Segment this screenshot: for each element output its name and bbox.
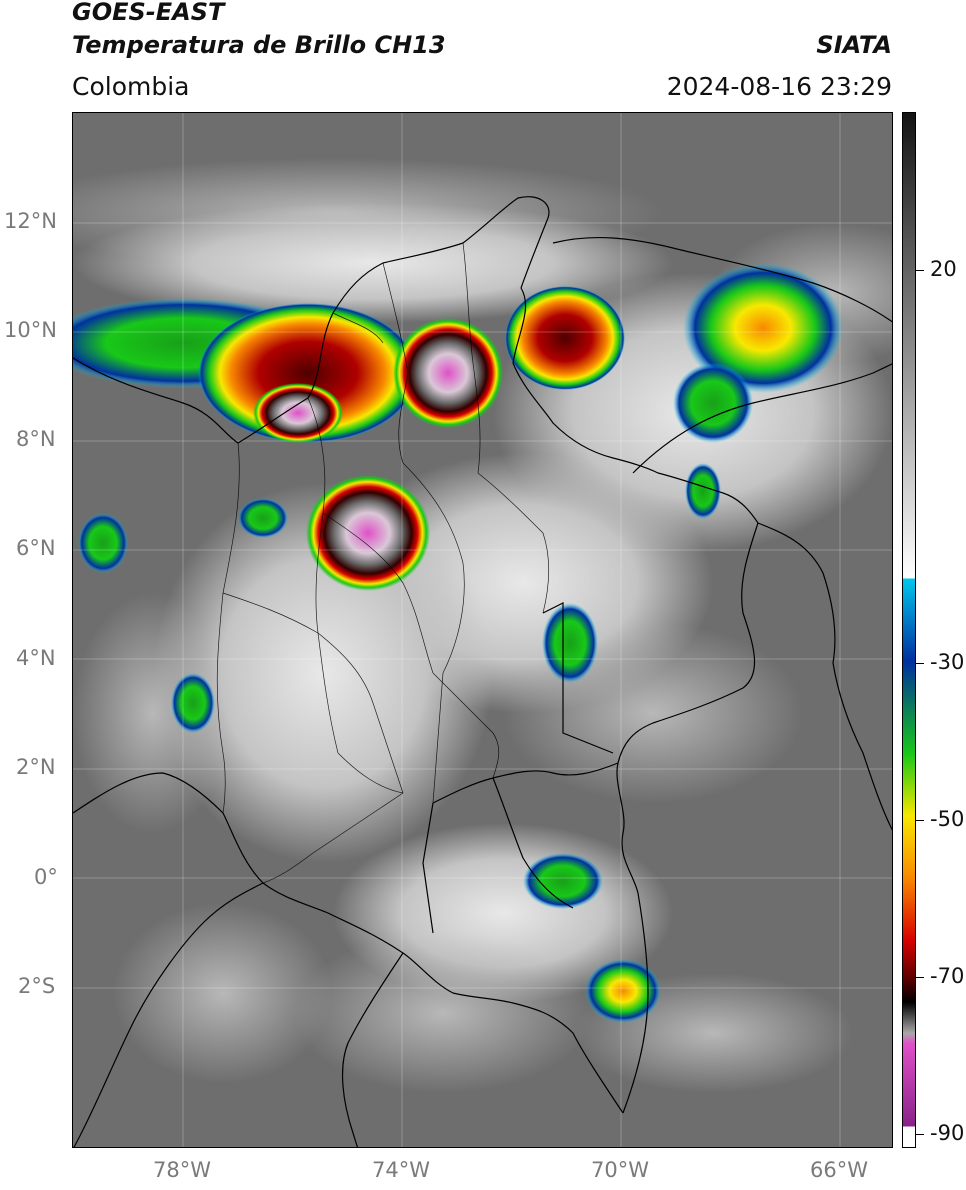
cluster-northern-colombia: [198, 303, 418, 443]
country-borders: [73, 196, 892, 1147]
lat-label-10n: 10°N: [4, 318, 57, 342]
cluster-vichada: [542, 603, 598, 683]
lat-label-2s: 2°S: [18, 974, 56, 998]
lat-label-0: 0°: [34, 865, 58, 889]
cluster-northern-colombia-core: [253, 383, 343, 443]
convective-clusters: [73, 263, 843, 1023]
lon-label-78w: 78°W: [153, 1158, 211, 1182]
satellite-map: [72, 112, 893, 1148]
cluster-antioquia-west: [238, 498, 288, 538]
colorbar-label-minus30: -30: [930, 650, 965, 674]
colorbar-tick: [916, 820, 924, 821]
product-title: Temperatura de Brillo CH13: [72, 31, 446, 59]
lon-label-70w: 70°W: [591, 1158, 649, 1182]
temperature-colorbar: [902, 112, 916, 1148]
region-label: Colombia: [72, 72, 190, 101]
cluster-pacific-coast: [171, 673, 215, 733]
cluster-venezuela-south: [673, 363, 753, 443]
lat-label-4n: 4°N: [16, 646, 56, 670]
satellite-title: GOES-EAST: [72, 0, 225, 26]
cluster-maracaibo: [505, 286, 625, 390]
map-canvas: [73, 113, 892, 1147]
datetime-label: 2024-08-16 23:29: [666, 72, 892, 101]
cluster-caqueta: [523, 853, 603, 909]
organization-label: SIATA: [816, 31, 892, 59]
cluster-orinoco: [685, 463, 721, 519]
cluster-venezuela-north: [683, 263, 843, 393]
lat-label-6n: 6°N: [16, 536, 56, 560]
colorbar-tick: [916, 977, 924, 978]
colorbar-tick: [916, 1134, 924, 1135]
colorbar-label-minus90: -90: [930, 1121, 965, 1145]
cluster-pacific-west: [78, 513, 128, 573]
colorbar-label-minus70: -70: [930, 964, 965, 988]
colorbar-tick: [916, 270, 924, 271]
colorbar-tick: [916, 663, 924, 664]
lon-label-66w: 66°W: [810, 1158, 868, 1182]
colorbar-label-20: 20: [930, 257, 957, 281]
lat-lon-grid: [73, 113, 892, 1147]
cluster-antioquia: [306, 475, 430, 591]
lon-label-74w: 74°W: [372, 1158, 430, 1182]
lat-label-8n: 8°N: [16, 427, 56, 451]
lat-label-12n: 12°N: [4, 209, 57, 233]
department-borders: [216, 242, 550, 884]
cluster-magdalena: [393, 318, 503, 428]
colorbar-label-minus50: -50: [930, 807, 965, 831]
cluster-amazonas: [585, 959, 661, 1023]
lat-label-2n: 2°N: [16, 755, 56, 779]
